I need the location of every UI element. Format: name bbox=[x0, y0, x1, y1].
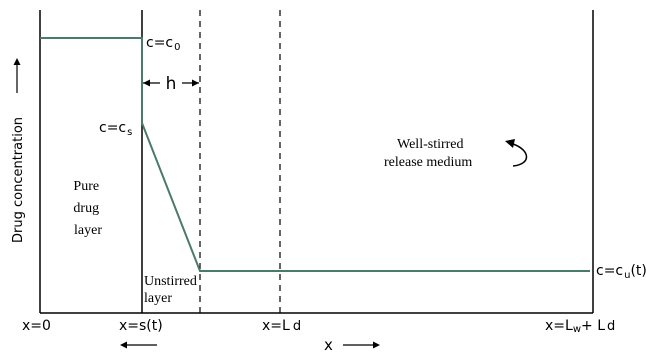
xs-tick-label: x=s(t) bbox=[119, 318, 163, 334]
x-axis-label: x bbox=[324, 336, 333, 352]
h-label: h bbox=[166, 74, 177, 94]
h-right-arrowhead bbox=[192, 79, 199, 87]
cu-label: c=cu(t) bbox=[596, 263, 646, 281]
unstirred-layer-label: Unstirred layer bbox=[144, 274, 200, 306]
c0-label: c=c0 bbox=[146, 35, 181, 53]
pure-drug-layer-label: Pure drug layer bbox=[73, 179, 102, 238]
cs-label: c=cs bbox=[99, 120, 132, 138]
h-left-arrowhead bbox=[143, 79, 150, 87]
release-medium-label: Well-stirred release medium bbox=[384, 137, 472, 170]
curved-arrow-icon bbox=[505, 139, 528, 167]
h-thickness-indicator: h bbox=[143, 74, 199, 94]
x0-tick-label: x=0 bbox=[22, 318, 51, 334]
xLd-tick-label: x=L d bbox=[262, 318, 301, 334]
concentration-profile bbox=[40, 37, 590, 272]
left-arrow-icon bbox=[120, 341, 157, 349]
up-arrow-icon bbox=[13, 58, 21, 93]
right-arrow-icon bbox=[343, 341, 380, 349]
y-axis-label: Drug concentration bbox=[11, 117, 26, 243]
